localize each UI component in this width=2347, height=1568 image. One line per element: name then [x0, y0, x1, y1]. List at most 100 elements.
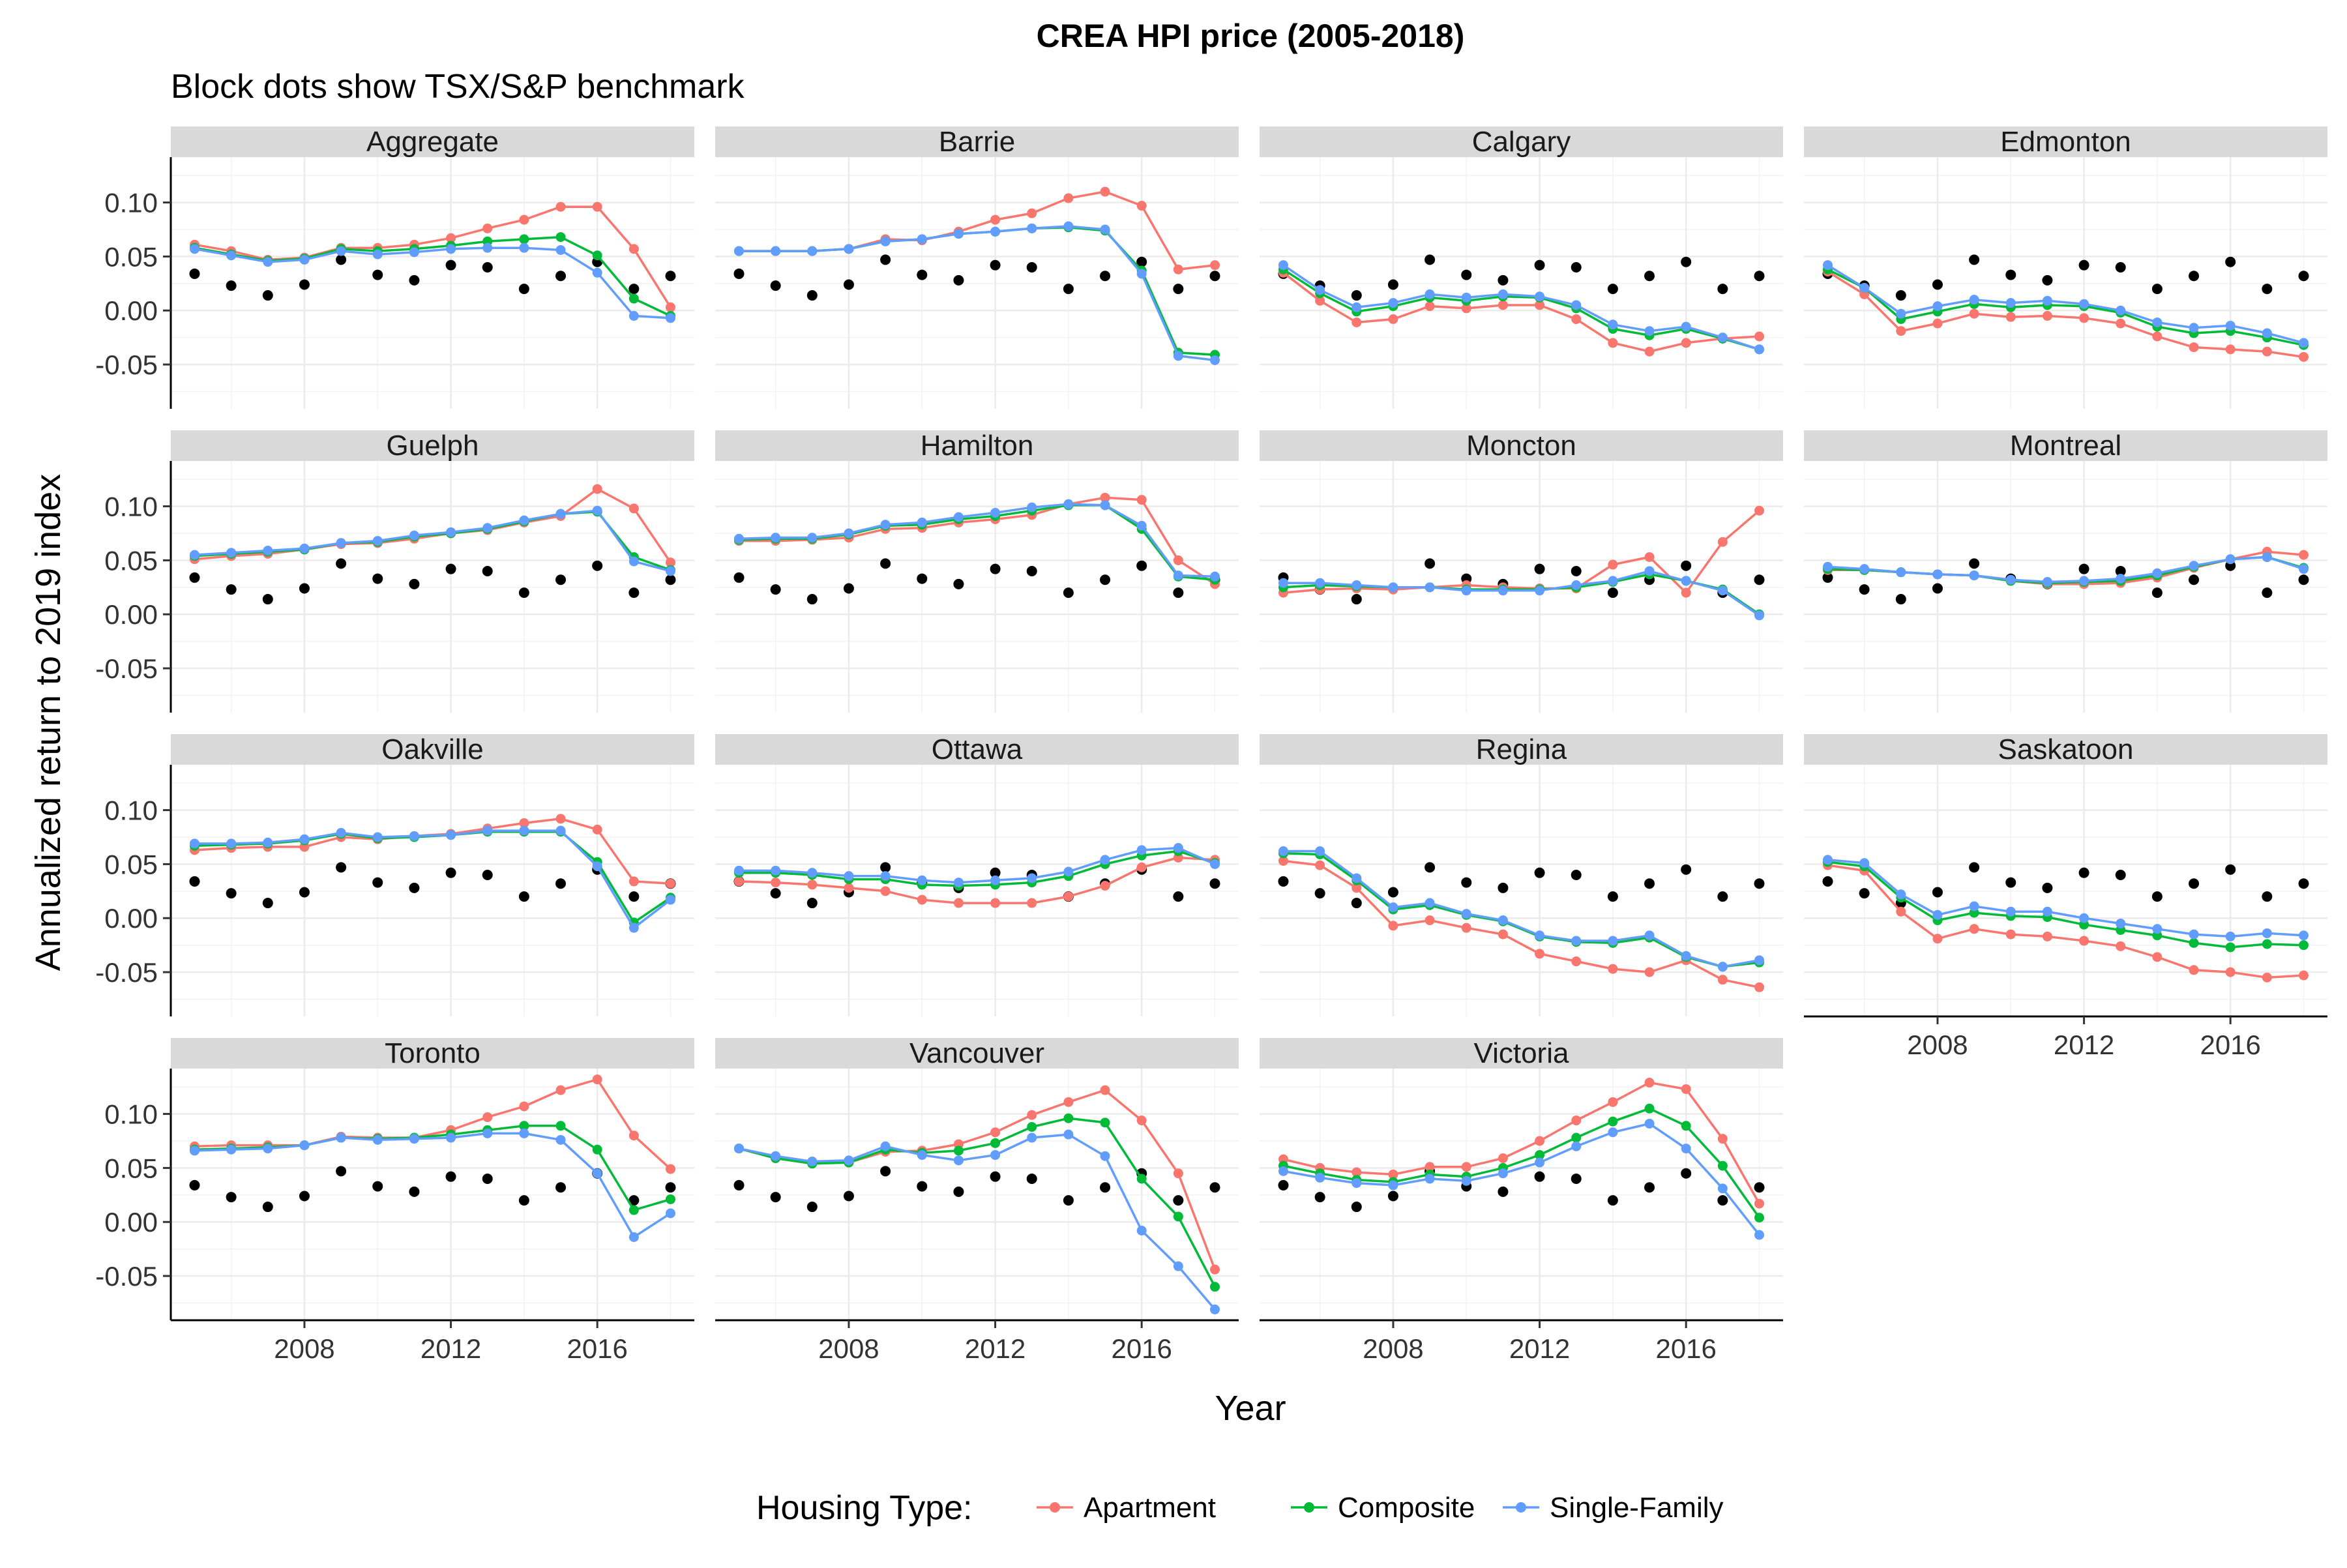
- benchmark-point: [189, 572, 200, 583]
- benchmark-point: [1209, 1182, 1220, 1193]
- series-point-single-family: [372, 536, 383, 546]
- benchmark-point: [1314, 1192, 1325, 1203]
- benchmark-point: [990, 867, 1001, 878]
- benchmark-point: [1534, 259, 1545, 271]
- series-point-single-family: [1210, 571, 1220, 582]
- y-tick-label: -0.05: [95, 1261, 158, 1292]
- series-point-apartment: [807, 880, 818, 890]
- benchmark-point: [1063, 284, 1074, 295]
- series-line-single-family: [194, 246, 671, 319]
- series-point-apartment: [1388, 921, 1398, 931]
- benchmark-point: [445, 563, 456, 574]
- benchmark-point: [1571, 869, 1582, 880]
- series-point-single-family: [1859, 282, 1870, 293]
- series-point-composite: [1100, 1117, 1110, 1128]
- series-line-single-family: [194, 1132, 672, 1239]
- series-point-apartment: [1136, 1116, 1147, 1126]
- series-point-apartment: [592, 484, 602, 494]
- series-point-apartment: [1896, 906, 1906, 917]
- series-point-single-family: [666, 1208, 675, 1219]
- series-point-single-family: [1571, 936, 1582, 946]
- strip-label: Ottawa: [932, 733, 1023, 765]
- series-point-single-family: [446, 244, 456, 254]
- series-point-apartment: [1063, 891, 1074, 902]
- strip-label: Aggregate: [366, 126, 499, 158]
- series-point-apartment: [2005, 929, 2016, 939]
- series-line-apartment: [1283, 1081, 1761, 1204]
- benchmark-point: [336, 862, 347, 873]
- x-tick-label: 2012: [2054, 1029, 2114, 1060]
- benchmark-point: [880, 1166, 891, 1177]
- series-point-single-family: [1278, 846, 1288, 857]
- series-point-single-family: [299, 254, 310, 265]
- series-point-apartment: [734, 876, 744, 887]
- series-point-single-family: [1027, 1132, 1037, 1143]
- strip-label: Saskatoon: [1998, 733, 2134, 765]
- benchmark-point: [2005, 269, 2016, 280]
- series-point-apartment: [1100, 492, 1110, 503]
- series-point-apartment: [555, 814, 566, 824]
- benchmark-point: [733, 268, 745, 279]
- series-point-composite: [1644, 1103, 1655, 1114]
- strip-background: [1804, 430, 2327, 461]
- series-point-apartment: [1932, 934, 1943, 944]
- series-point-single-family: [1932, 569, 1943, 580]
- series-point-single-family: [1136, 520, 1147, 531]
- series-point-apartment: [555, 201, 566, 212]
- panel-guelph: Guelph -0.05 0.00 0.05 0.10: [95, 430, 694, 713]
- series-point-single-family: [1823, 561, 1833, 572]
- series-point-single-family: [2189, 561, 2199, 571]
- x-tick-label: 2016: [2200, 1029, 2260, 1060]
- series-point-composite: [1535, 1150, 1545, 1161]
- x-tick-label: 2016: [567, 1333, 627, 1364]
- series-point-single-family: [1210, 355, 1220, 365]
- series-point-single-family: [666, 313, 675, 323]
- legend-key-point: [1050, 1502, 1060, 1513]
- series-point-apartment: [953, 898, 964, 908]
- benchmark-point: [1932, 279, 1943, 290]
- strip-label: Edmonton: [2000, 126, 2131, 158]
- series-point-single-family: [1461, 1176, 1471, 1186]
- benchmark-point: [2189, 878, 2200, 889]
- series-point-single-family: [1173, 570, 1183, 581]
- legend-items: Apartment Composite Single-Family: [1037, 1492, 1724, 1524]
- benchmark-point: [2115, 565, 2126, 576]
- series-line-single-family: [1283, 570, 1760, 617]
- benchmark-point: [1969, 558, 1980, 569]
- series-point-apartment: [1535, 949, 1545, 959]
- y-tick-label: 0.10: [104, 795, 158, 826]
- benchmark-point: [1932, 583, 1943, 594]
- benchmark-point: [806, 1202, 818, 1213]
- series-point-single-family: [1461, 292, 1471, 303]
- benchmark-point: [665, 271, 676, 282]
- series-point-single-family: [446, 1132, 456, 1143]
- strip-background: [715, 430, 1239, 461]
- series-point-single-family: [1969, 295, 1979, 305]
- series-point-apartment: [1351, 1167, 1362, 1177]
- series-line-composite: [1282, 268, 1760, 351]
- benchmark-point: [1644, 878, 1655, 889]
- x-tick-label: 2008: [1907, 1029, 1968, 1060]
- benchmark-point: [1754, 574, 1765, 585]
- y-tick-label: 0.00: [104, 599, 158, 630]
- benchmark-point: [372, 269, 383, 280]
- benchmark-point: [1498, 1186, 1509, 1197]
- series-point-single-family: [1681, 321, 1691, 332]
- series-point-single-family: [1969, 570, 1979, 581]
- benchmark-point: [1136, 560, 1147, 571]
- series-point-composite: [628, 1205, 639, 1215]
- series-point-single-family: [1315, 285, 1325, 295]
- series-point-composite: [2299, 940, 2309, 951]
- series-point-single-family: [771, 246, 781, 256]
- series-point-single-family: [628, 311, 639, 321]
- series-point-apartment: [1681, 338, 1691, 348]
- series-point-apartment: [1681, 587, 1691, 598]
- y-tick-label: 0.10: [104, 492, 158, 522]
- series-line-composite: [1283, 1107, 1760, 1219]
- series-point-apartment: [1315, 860, 1325, 870]
- series-point-apartment: [628, 244, 639, 254]
- benchmark-point: [1173, 1195, 1184, 1206]
- series-point-single-family: [1388, 582, 1398, 593]
- series-point-single-family: [1100, 500, 1110, 510]
